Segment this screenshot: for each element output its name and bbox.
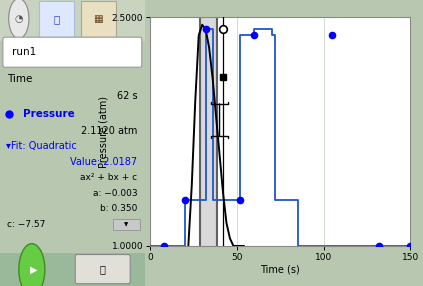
Bar: [0, 0, 145, 41]
Text: Pressure: Pressure: [23, 110, 75, 119]
FancyBboxPatch shape: [75, 255, 130, 284]
Text: ◔: ◔: [14, 14, 23, 23]
Bar: [81, 1, 116, 37]
FancyBboxPatch shape: [3, 37, 142, 67]
Text: Value: 2.0187: Value: 2.0187: [70, 157, 137, 166]
Text: Time: Time: [7, 74, 33, 84]
Text: 📈: 📈: [53, 14, 60, 24]
Y-axis label: Pressure (atm): Pressure (atm): [99, 96, 109, 168]
Bar: [0, 253, 145, 286]
Text: 2.1120 atm: 2.1120 atm: [81, 126, 137, 136]
Text: a: −0.003: a: −0.003: [93, 188, 137, 198]
Bar: [201, 17, 216, 246]
Text: ▦: ▦: [93, 14, 103, 24]
Bar: [39, 1, 74, 37]
Text: b: 0.350: b: 0.350: [100, 204, 137, 213]
Text: c: −7.57: c: −7.57: [7, 220, 46, 229]
Text: ▾Fit: Quadratic: ▾Fit: Quadratic: [6, 141, 77, 151]
Bar: [113, 219, 140, 230]
Text: 62 s: 62 s: [117, 91, 137, 101]
Text: run1: run1: [11, 47, 36, 57]
Circle shape: [9, 0, 29, 39]
X-axis label: Time (s): Time (s): [261, 265, 300, 275]
Text: ax² + bx + c: ax² + bx + c: [80, 173, 137, 182]
Text: ▼: ▼: [124, 222, 129, 227]
Text: 💾: 💾: [100, 264, 106, 274]
Text: ▶: ▶: [30, 265, 37, 274]
Circle shape: [19, 244, 45, 286]
